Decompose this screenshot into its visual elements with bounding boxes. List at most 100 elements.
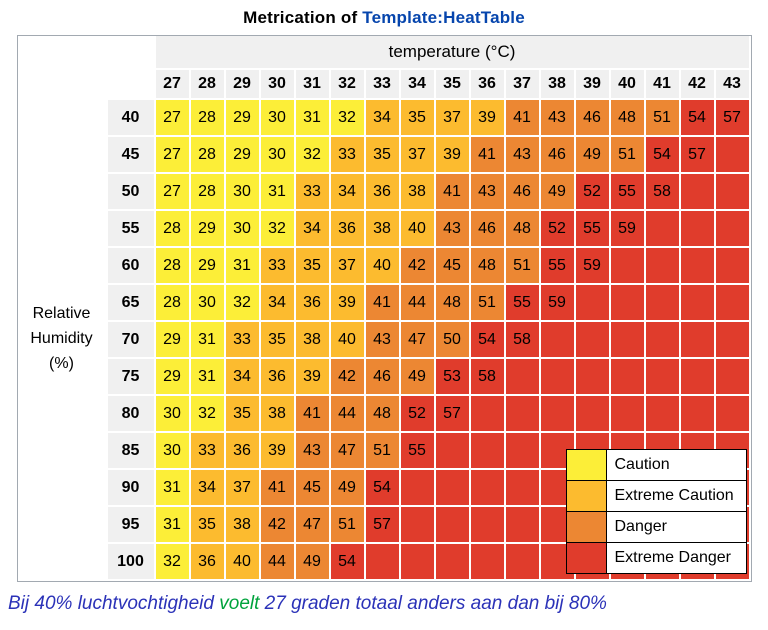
heat-cell: 49 — [330, 470, 366, 507]
heat-cell: 54 — [365, 470, 401, 507]
heat-cell — [680, 359, 716, 396]
heat-cell — [680, 211, 716, 248]
temperature-header-39: 39 — [575, 70, 611, 100]
humidity-header-55: 55 — [107, 211, 156, 248]
heat-cell: 55 — [400, 433, 436, 470]
heat-cell — [645, 211, 681, 248]
humidity-header-65: 65 — [107, 285, 156, 322]
heat-cell — [715, 285, 751, 322]
heat-cell: 41 — [295, 396, 331, 433]
heat-cell: 28 — [190, 137, 226, 174]
heat-cell: 29 — [225, 137, 261, 174]
heat-cell — [715, 359, 751, 396]
legend-row: Danger — [565, 511, 747, 543]
heat-cell: 32 — [330, 100, 366, 137]
heat-cell: 55 — [610, 174, 646, 211]
heat-cell — [505, 396, 541, 433]
corner-cell — [17, 36, 156, 100]
heat-cell: 52 — [400, 396, 436, 433]
heat-cell: 38 — [295, 322, 331, 359]
temperature-header-42: 42 — [680, 70, 716, 100]
heat-cell: 41 — [435, 174, 471, 211]
temperature-header-34: 34 — [400, 70, 436, 100]
heat-cell: 36 — [295, 285, 331, 322]
heat-cell: 41 — [365, 285, 401, 322]
heat-cell — [505, 507, 541, 544]
heat-cell: 38 — [225, 507, 261, 544]
heat-cell: 29 — [155, 359, 191, 396]
heat-cell: 42 — [330, 359, 366, 396]
humidity-header-40: 40 — [107, 100, 156, 137]
heat-cell: 38 — [260, 396, 296, 433]
heat-cell: 43 — [435, 211, 471, 248]
heat-cell — [645, 359, 681, 396]
caption-part2: 27 graden totaal anders aan dan bij 80% — [259, 593, 607, 614]
heat-cell: 55 — [540, 248, 576, 285]
heat-cell: 59 — [575, 248, 611, 285]
heat-cell: 31 — [190, 359, 226, 396]
heat-cell: 33 — [330, 137, 366, 174]
table-row: 50 27 28 30 31 33 34 36 38 41 43 46 49 52 55 58 — [18, 174, 751, 211]
temperature-header-28: 28 — [190, 70, 226, 100]
heat-cell: 43 — [365, 322, 401, 359]
heat-cell: 43 — [505, 137, 541, 174]
heat-cell: 28 — [155, 285, 191, 322]
heat-cell: 57 — [365, 507, 401, 544]
caption-highlight: voelt — [219, 593, 260, 614]
heat-cell: 31 — [295, 100, 331, 137]
heat-cell: 35 — [225, 396, 261, 433]
heat-cell: 29 — [155, 322, 191, 359]
heat-cell — [540, 396, 576, 433]
heat-cell — [540, 322, 576, 359]
heat-cell: 35 — [260, 322, 296, 359]
temperature-header-38: 38 — [540, 70, 576, 100]
heat-cell: 34 — [365, 100, 401, 137]
heat-cell: 38 — [400, 174, 436, 211]
heat-cell: 33 — [295, 174, 331, 211]
heat-cell: 29 — [190, 211, 226, 248]
heat-cell: 34 — [330, 174, 366, 211]
humidity-header-90: 90 — [107, 470, 156, 507]
legend-label-caution: Caution — [605, 449, 747, 481]
heat-cell: 41 — [260, 470, 296, 507]
heat-cell: 58 — [505, 322, 541, 359]
legend-label-danger: Danger — [605, 511, 747, 543]
temperature-header-43: 43 — [715, 70, 751, 100]
legend-label-extreme_danger: Extreme Danger — [605, 542, 747, 574]
heat-cell — [645, 285, 681, 322]
heat-cell — [610, 359, 646, 396]
heat-cell: 51 — [330, 507, 366, 544]
legend: Caution Extreme Caution Danger Extreme Dang… — [565, 449, 747, 574]
heat-cell: 40 — [330, 322, 366, 359]
heat-cell: 44 — [400, 285, 436, 322]
heat-cell — [680, 285, 716, 322]
heat-cell: 31 — [260, 174, 296, 211]
heat-cell: 31 — [155, 507, 191, 544]
heat-cell: 36 — [260, 359, 296, 396]
heat-cell: 47 — [400, 322, 436, 359]
temperature-header-37: 37 — [505, 70, 541, 100]
humidity-header-95: 95 — [107, 507, 156, 544]
heat-cell: 35 — [190, 507, 226, 544]
heat-cell — [400, 470, 436, 507]
heat-cell: 50 — [435, 322, 471, 359]
heat-cell: 51 — [470, 285, 506, 322]
heat-cell: 30 — [155, 396, 191, 433]
legend-swatch-danger — [565, 511, 607, 543]
table-row: 60 28 29 31 33 35 37 40 42 45 48 51 55 59 — [18, 248, 751, 285]
legend-body: Caution Extreme Caution Danger Extreme Dang… — [565, 449, 747, 574]
heat-cell: 30 — [190, 285, 226, 322]
heat-cell: 37 — [400, 137, 436, 174]
heat-cell — [680, 174, 716, 211]
template-heattable-link[interactable]: Template:HeatTable — [362, 8, 525, 27]
heat-cell: 33 — [190, 433, 226, 470]
humidity-header-80: 80 — [107, 396, 156, 433]
heat-cell — [680, 322, 716, 359]
heat-cell: 40 — [400, 211, 436, 248]
heat-cell: 43 — [540, 100, 576, 137]
heat-table-container: temperature (°C) 27 28 29 30 31 32 33 34 35 36 37 38… — [16, 35, 752, 582]
heat-cell: 32 — [190, 396, 226, 433]
heat-table-header: temperature (°C) 27 28 29 30 31 32 33 34 35 36 37 38… — [17, 36, 751, 100]
heat-cell: 42 — [260, 507, 296, 544]
heat-cell: 29 — [190, 248, 226, 285]
